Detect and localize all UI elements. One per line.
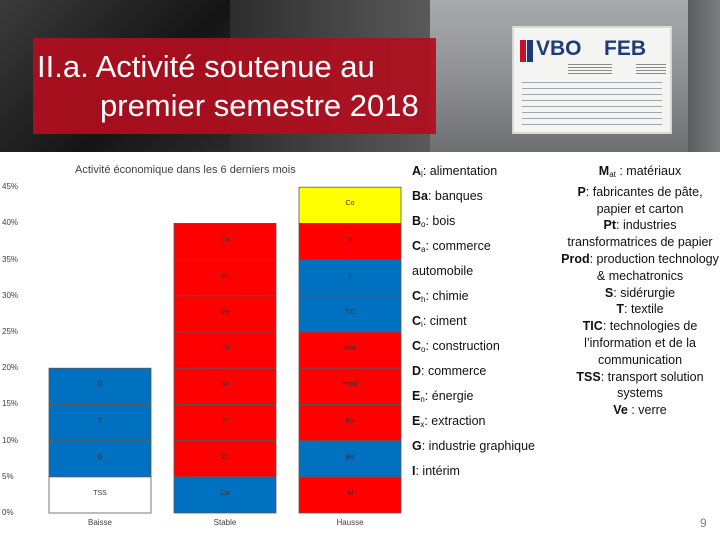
- y-tick-label: 0%: [2, 508, 14, 517]
- bar-segment-co: [298, 186, 402, 224]
- vbo-feb-plaque: VBO FEB: [512, 26, 672, 134]
- legend-right-item: Prod: production technology & mechatroni…: [561, 251, 719, 283]
- legend-left-item: Ci: ciment: [412, 314, 467, 329]
- legend-left-item: D: commerce: [412, 364, 487, 378]
- plaque-address-text: [522, 82, 662, 126]
- slide-title-line1: II.a. Activité soutenue au: [37, 49, 375, 84]
- legend-right-item: P: fabricantes de pâte, papier et carton: [577, 184, 703, 216]
- bar-segment-i: [298, 259, 402, 297]
- legend-left-item: Bo: bois: [412, 214, 456, 229]
- bar-segment-s: [298, 223, 402, 261]
- vbo-logo-icon: [520, 40, 533, 62]
- y-tick-label: 35%: [2, 254, 19, 264]
- segment-label-g: G: [97, 453, 103, 461]
- legend-right: Mat : matériaux P: fabricantes de pâte, p…: [560, 163, 720, 419]
- segment-label-i: I: [349, 272, 351, 280]
- vbo-feb-logo: VBO FEB: [520, 34, 666, 74]
- legend-right-item: Mat : matériaux: [598, 164, 682, 179]
- bar-segment-p: [173, 403, 277, 441]
- segment-label-ve: Ve: [220, 308, 230, 316]
- logo-subtitle-lines: [568, 64, 612, 74]
- segment-label-tss: TSS: [93, 489, 107, 497]
- x-tick-label: Hausse: [336, 518, 364, 527]
- bar-segment-en: [173, 331, 277, 369]
- logo-subtitle-lines: [636, 64, 666, 74]
- y-tick-label: 40%: [2, 218, 19, 228]
- bar-segment-ca: [173, 476, 277, 514]
- y-tick-label: 25%: [2, 327, 19, 336]
- legend-right-item: Ve : verre: [613, 403, 667, 418]
- legend-left-item: En: énergie: [412, 389, 474, 404]
- legend-right-item: S: sidérurgie: [604, 285, 676, 300]
- y-tick-label: 45%: [2, 182, 19, 192]
- stacked-bar-chart: [48, 186, 402, 514]
- y-tick-label: 10%: [2, 435, 19, 445]
- segment-label-ba: Ba: [345, 453, 355, 461]
- title-background: [33, 38, 436, 134]
- x-tick-label: Stable: [213, 518, 237, 527]
- segment-label-tic: TIC: [344, 308, 356, 316]
- segment-label-en: En: [220, 345, 230, 353]
- y-tick-label: 30%: [2, 290, 19, 300]
- segment-label-co: Co: [345, 200, 355, 208]
- bar-segment-g: [48, 440, 152, 478]
- segment-label-ch: Ch: [220, 236, 230, 244]
- legend-left-item: Ba: banques: [412, 189, 483, 203]
- bar-segment-pt: [173, 259, 277, 297]
- header-banner-photo: VBO FEB II.a. Activité soutenue au premi…: [0, 0, 720, 152]
- page-number: 9: [700, 516, 707, 530]
- legend-left-item: Al: alimentation: [412, 164, 498, 179]
- legend-right-item: TIC: technologies de l’information et de…: [582, 319, 698, 367]
- bar-segment-d: [48, 367, 152, 405]
- bar-segment-prod: [298, 367, 402, 405]
- segment-label-mat: Mat: [344, 345, 356, 353]
- legend-left-item: automobile: [412, 264, 474, 278]
- segment-label-t: T: [97, 417, 103, 425]
- bar-segment-al: [298, 476, 402, 514]
- bar-segment-tss: [48, 476, 152, 514]
- chart-title: Activité économique dans les 6 derniers …: [75, 164, 296, 176]
- y-tick-label: 5%: [2, 471, 14, 481]
- bar-segment-mat: [298, 331, 402, 369]
- slide-title-line2: premier semestre 2018: [100, 88, 419, 123]
- banner-pillar: [688, 0, 720, 152]
- segment-label-ca: Ca: [220, 489, 230, 497]
- bar-segment-ch: [173, 223, 277, 261]
- bar-segment-bo: [173, 367, 277, 405]
- legend-left-item: G: industrie graphique: [412, 439, 536, 453]
- legend-left-item: Co: construction: [412, 339, 500, 354]
- legend-left-item: Ex: extraction: [412, 414, 486, 429]
- segment-label-prod: Prod: [342, 381, 358, 389]
- segment-label-d: D: [97, 381, 103, 389]
- legend-left-item: I: intérim: [412, 464, 460, 478]
- segment-label-ex: Ex: [345, 417, 355, 425]
- bar-segment-tic: [298, 295, 402, 333]
- segment-label-pt: Pt: [221, 272, 229, 280]
- segment-label-al: Al: [346, 489, 354, 497]
- y-tick-label: 15%: [2, 399, 19, 409]
- logo-vbo-text: VBO: [536, 37, 582, 60]
- segment-label-s: S: [347, 236, 353, 244]
- legend-left-item: Ch: chimie: [412, 289, 469, 304]
- bar-segment-t: [48, 403, 152, 441]
- legend-right-item: TSS: transport solution systems: [576, 369, 704, 401]
- segment-label-ci: Ci: [221, 453, 229, 461]
- segment-label-bo: Bo: [220, 381, 230, 389]
- bar-segment-ci: [173, 440, 277, 478]
- bar-segment-ex: [298, 403, 402, 441]
- legend-right-item: T: textile: [616, 302, 664, 317]
- x-tick-label: Baisse: [87, 518, 112, 527]
- legend-right-item: Pt: industries transformatrices de papie…: [567, 218, 713, 250]
- bar-segment-ve: [173, 295, 277, 333]
- logo-feb-text: FEB: [604, 37, 646, 60]
- legend-left-item: Ca: commerce: [412, 239, 491, 254]
- y-tick-label: 20%: [2, 363, 19, 373]
- segment-label-p: P: [222, 417, 228, 425]
- bar-segment-ba: [298, 440, 402, 478]
